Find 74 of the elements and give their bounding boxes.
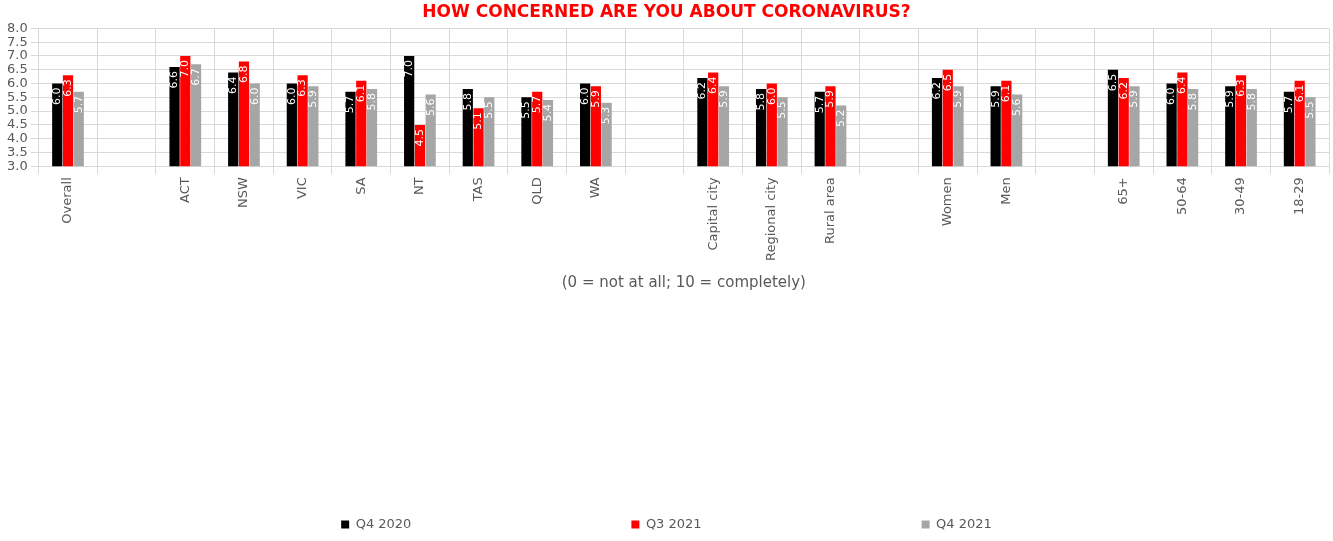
data-label: 5.8 (753, 93, 767, 111)
x-tick-label: ACT (176, 177, 192, 203)
data-label: 5.5 (482, 101, 496, 119)
y-tick-label: 5.0 (6, 102, 28, 118)
x-tick-label: QLD (528, 177, 544, 205)
y-tick-label: 4.0 (6, 130, 28, 146)
data-label: 6.2 (1116, 82, 1130, 100)
x-tick-label: 50-64 (1173, 177, 1189, 216)
data-label: 5.7 (1281, 95, 1295, 114)
data-label: 6.1 (1292, 84, 1306, 103)
data-label: 5.8 (460, 93, 474, 111)
data-label: 5.5 (775, 101, 789, 119)
data-label: 6.0 (577, 87, 591, 106)
data-label: 6.1 (999, 84, 1013, 103)
x-tick-label: 30-49 (1232, 177, 1248, 216)
x-tick-label: Men (997, 177, 1013, 205)
y-tick-label: 3.5 (6, 143, 28, 159)
x-tick-label: Rural area (821, 177, 837, 244)
x-tick-label: VIC (293, 177, 309, 200)
y-tick-label: 4.5 (6, 116, 28, 132)
x-tick-label: NT (411, 177, 427, 195)
data-label: 5.3 (599, 106, 613, 125)
data-label: 5.9 (306, 90, 320, 108)
data-label: 6.3 (295, 79, 309, 97)
data-label: 5.9 (823, 90, 837, 108)
data-label: 5.9 (1127, 90, 1141, 108)
data-label: 6.5 (1105, 73, 1119, 92)
data-label: 6.2 (695, 82, 709, 100)
data-label: 4.5 (412, 128, 426, 147)
data-label: 5.5 (1303, 101, 1317, 119)
y-tick-label: 3.0 (6, 157, 28, 173)
data-label: 5.6 (423, 98, 437, 117)
data-label: 5.5 (519, 101, 533, 119)
legend-label: Q3 2021 (645, 515, 702, 531)
data-label: 6.4 (1175, 76, 1189, 95)
y-tick-label: 7.5 (6, 33, 28, 49)
y-tick-label: 5.5 (6, 88, 28, 104)
data-label: 5.8 (1185, 93, 1199, 111)
legend-label: Q4 2020 (355, 515, 412, 531)
data-label: 6.6 (167, 70, 181, 89)
data-label: 5.8 (1244, 93, 1258, 111)
data-label: 6.5 (940, 73, 954, 92)
chart-title: HOW CONCERNED ARE YOU ABOUT CORONAVIRUS? (422, 0, 911, 21)
data-label: 6.0 (1164, 87, 1178, 106)
x-tick-label: 18-29 (1291, 177, 1307, 216)
legend-label: Q4 2021 (936, 515, 992, 531)
data-label: 5.6 (1010, 98, 1024, 117)
data-label: 6.2 (929, 82, 943, 100)
x-tick-label: NSW (235, 177, 251, 209)
data-label: 6.0 (284, 87, 298, 106)
y-tick-label: 7.0 (6, 47, 28, 63)
data-label: 6.0 (764, 87, 778, 106)
x-tick-label: Overall (59, 177, 75, 224)
data-label: 5.7 (343, 95, 357, 114)
data-label: 7.0 (402, 59, 416, 78)
x-tick-label: 65+ (1115, 177, 1131, 205)
data-label: 5.1 (471, 112, 485, 130)
y-tick-label: 6.0 (6, 74, 28, 90)
data-label: 5.9 (588, 90, 602, 108)
x-axis-title: (0 = not at all; 10 = completely) (561, 272, 806, 291)
x-tick-label: WA (587, 177, 603, 199)
data-label: 5.7 (71, 95, 85, 114)
y-tick-label: 6.5 (6, 61, 28, 77)
x-tick-label: SA (352, 177, 368, 195)
data-label: 5.9 (988, 90, 1002, 108)
x-tick-label: Capital city (704, 176, 720, 251)
data-label: 5.2 (834, 109, 848, 128)
data-label: 6.0 (247, 87, 261, 106)
data-label: 5.7 (812, 95, 826, 114)
y-tick-label: 8.0 (6, 19, 28, 35)
x-tick-label: Regional city (763, 176, 779, 261)
x-tick-label: Women (939, 177, 955, 227)
x-tick-label: TAS (469, 177, 485, 203)
data-label: 5.9 (951, 90, 965, 108)
